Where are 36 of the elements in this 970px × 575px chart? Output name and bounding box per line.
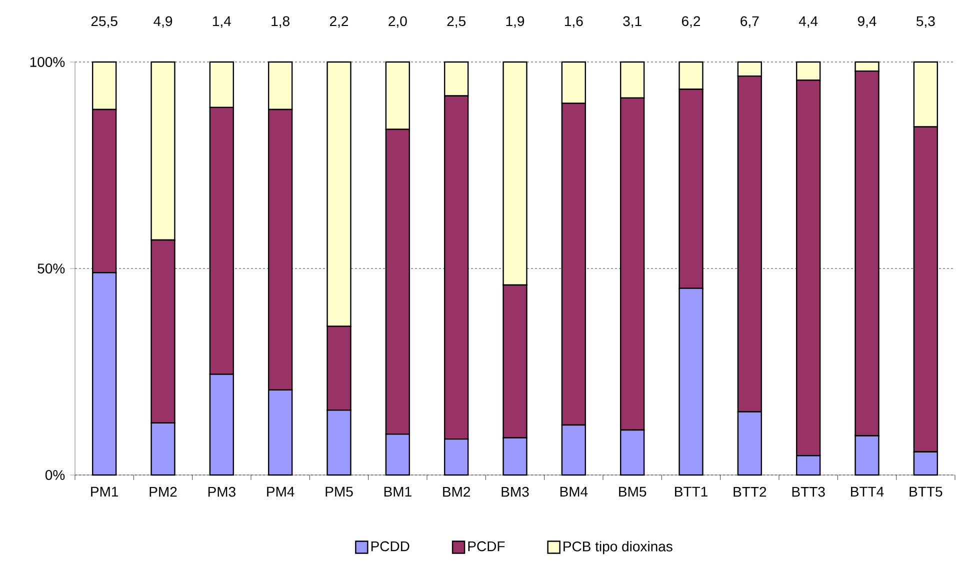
text: 9,4	[858, 16, 876, 28]
x-tick-label: BM1	[384, 486, 412, 496]
text: 2,5	[447, 16, 466, 28]
text: 1,8	[272, 16, 290, 28]
text: 1,9	[506, 16, 524, 28]
text: 2,2	[330, 16, 348, 28]
x-tick-label: BM5	[619, 486, 646, 497]
legend-label: PCDF	[468, 541, 505, 552]
legend-label: PCDD	[371, 541, 410, 552]
text: 4,4	[798, 16, 818, 28]
text: 1,6	[565, 16, 583, 28]
y-tick-label: 100%	[30, 57, 65, 67]
text: 4,9	[154, 16, 172, 28]
x-tick-label: PM5	[326, 486, 353, 497]
x-tick-label: PM1	[91, 486, 118, 496]
text: 6,7	[740, 16, 759, 28]
y-tick-label: 0%	[45, 470, 65, 480]
text: 1,4	[213, 16, 231, 28]
x-tick-label: BTT4	[851, 486, 884, 496]
text: 25,5	[91, 16, 118, 28]
x-tick-label: BTT5	[910, 486, 942, 497]
legend-label: PCB tipo dioxinas	[564, 541, 672, 554]
x-tick-label: BM2	[443, 486, 470, 497]
text: 2,0	[388, 16, 407, 28]
x-tick-label: PM2	[150, 486, 177, 497]
x-tick-label: BTT2	[734, 486, 766, 497]
text: 6,2	[682, 16, 700, 28]
x-tick-label: BTT1	[675, 486, 708, 496]
text: 5,3	[916, 16, 935, 28]
x-tick-label: PM4	[267, 486, 294, 496]
y-tick-label: 50%	[38, 264, 65, 274]
text: 3,1	[623, 16, 642, 28]
x-tick-label: BM4	[560, 486, 588, 496]
x-tick-label: BM3	[502, 486, 529, 497]
x-tick-label: BTT3	[792, 486, 825, 497]
x-tick-label: PM3	[208, 486, 236, 497]
